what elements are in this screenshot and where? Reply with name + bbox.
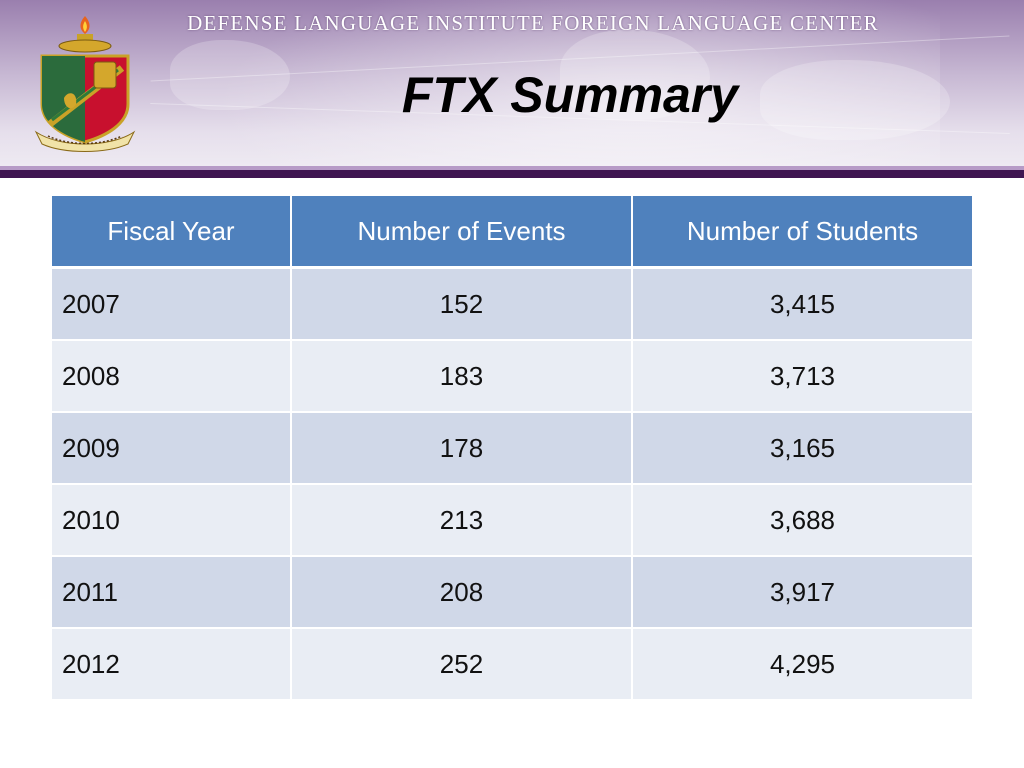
events-cell: 252	[291, 628, 633, 701]
table-row: 2007 152 3,415	[52, 267, 972, 341]
dli-crest-icon	[34, 16, 136, 152]
events-cell: 152	[291, 267, 633, 341]
map-continent	[560, 30, 710, 120]
column-header-fiscal-year: Fiscal Year	[52, 196, 292, 269]
column-header-number-of-events: Number of Events	[291, 196, 633, 269]
map-continent	[170, 40, 290, 110]
table-row: 2011 208 3,917	[52, 556, 972, 629]
table-row: 2008 183 3,713	[52, 340, 972, 413]
table-header-row: Fiscal Year Number of Events Number of S…	[52, 196, 972, 269]
events-cell: 178	[291, 412, 633, 485]
table-row: 2009 178 3,165	[52, 412, 972, 485]
fiscal-year-cell: 2008	[52, 340, 292, 413]
fiscal-year-cell: 2007	[52, 267, 292, 341]
students-cell: 4,295	[632, 628, 972, 701]
header-divider-light	[0, 166, 1024, 172]
students-cell: 3,917	[632, 556, 972, 629]
students-cell: 3,713	[632, 340, 972, 413]
students-cell: 3,415	[632, 267, 972, 341]
map-continent	[760, 60, 950, 140]
students-cell: 3,165	[632, 412, 972, 485]
fiscal-year-cell: 2012	[52, 628, 292, 701]
slide-header: DEFENSE LANGUAGE INSTITUTE FOREIGN LANGU…	[0, 0, 1024, 166]
students-cell: 3,688	[632, 484, 972, 557]
ftx-summary-table: Fiscal Year Number of Events Number of S…	[52, 196, 972, 701]
fiscal-year-cell: 2010	[52, 484, 292, 557]
events-cell: 208	[291, 556, 633, 629]
column-header-number-of-students: Number of Students	[632, 196, 972, 269]
fiscal-year-cell: 2009	[52, 412, 292, 485]
organization-name: DEFENSE LANGUAGE INSTITUTE FOREIGN LANGU…	[187, 11, 879, 35]
slide-title: FTX Summary	[401, 67, 739, 123]
table-row: 2010 213 3,688	[52, 484, 972, 557]
events-cell: 183	[291, 340, 633, 413]
world-map-background	[180, 0, 940, 166]
events-cell: 213	[291, 484, 633, 557]
header-divider-dark	[0, 170, 1024, 178]
fiscal-year-cell: 2011	[52, 556, 292, 629]
table-row: 2012 252 4,295	[52, 628, 972, 701]
